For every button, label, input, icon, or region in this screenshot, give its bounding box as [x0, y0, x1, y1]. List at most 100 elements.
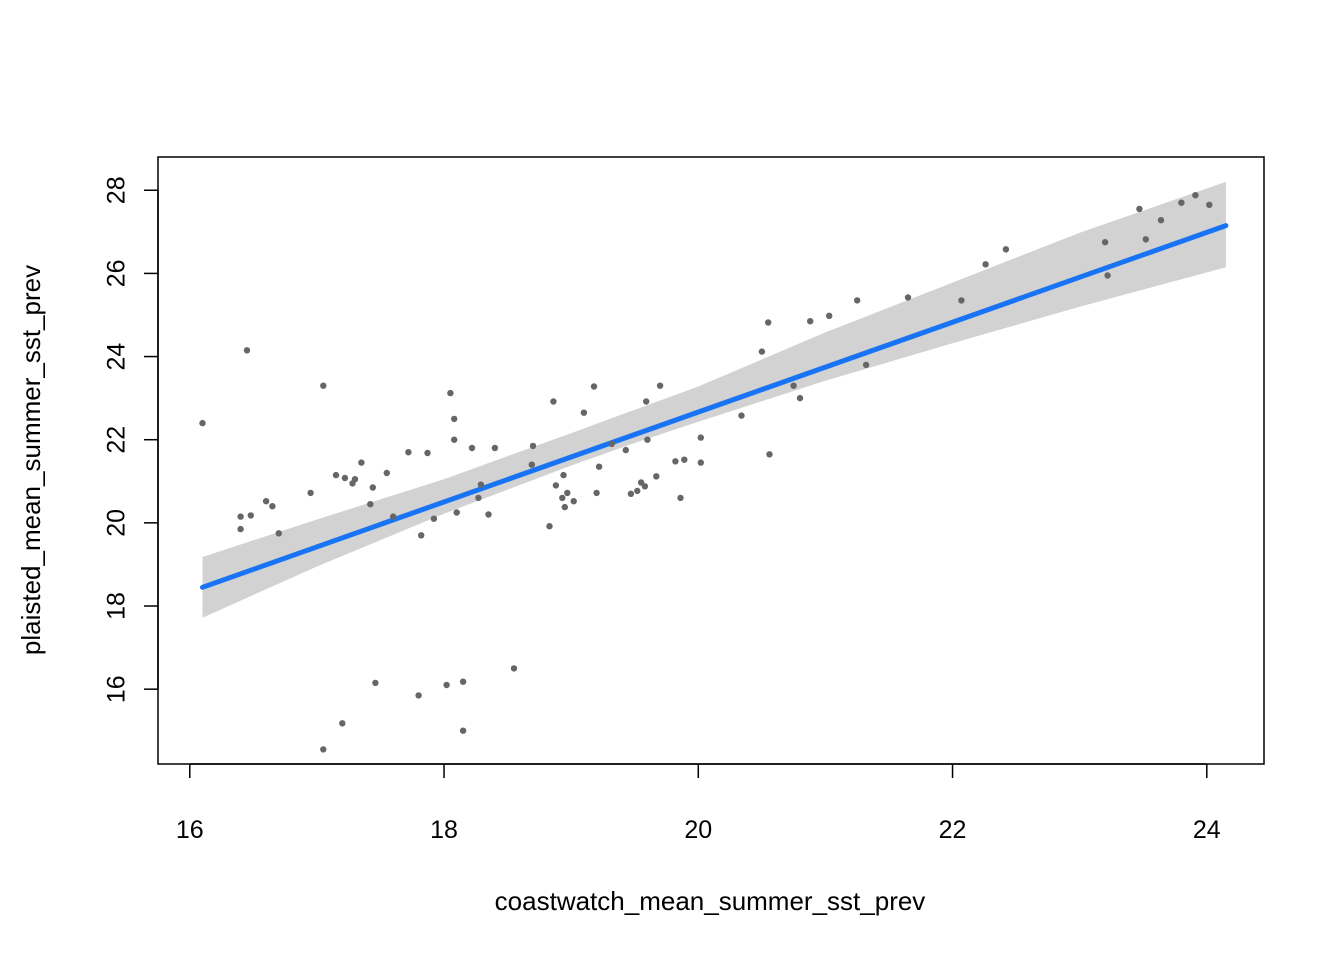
x-tick-label: 16 — [176, 816, 204, 844]
x-tick-label: 20 — [684, 816, 712, 844]
data-point — [369, 484, 376, 491]
data-point — [790, 382, 797, 389]
data-point — [758, 348, 766, 355]
data-point — [766, 451, 773, 458]
data-point — [1002, 246, 1010, 253]
data-point — [528, 461, 535, 468]
data-point — [451, 415, 458, 423]
data-point — [491, 444, 499, 452]
y-tick-label: 16 — [103, 675, 131, 703]
data-point — [595, 463, 603, 470]
data-point — [552, 482, 560, 489]
fit-line — [199, 223, 1229, 590]
data-point — [468, 444, 476, 452]
x-tick-label: 24 — [1193, 816, 1221, 844]
confidence-band-layer — [202, 181, 1226, 618]
data-point — [677, 494, 684, 502]
data-point — [341, 474, 349, 482]
data-point — [796, 394, 804, 402]
data-point — [854, 297, 861, 304]
data-point — [1136, 205, 1143, 213]
data-point — [443, 681, 450, 689]
data-point — [237, 513, 244, 520]
data-point — [590, 383, 598, 390]
data-point — [415, 692, 422, 699]
data-point — [430, 515, 438, 522]
fit-line-layer — [199, 223, 1229, 590]
data-point — [765, 319, 772, 326]
data-point — [510, 665, 518, 672]
data-point — [453, 509, 460, 516]
data-point — [332, 471, 340, 479]
data-point — [681, 456, 688, 463]
data-point — [550, 398, 557, 405]
y-tick-label: 20 — [103, 509, 131, 537]
y-tick-label: 26 — [103, 259, 131, 287]
data-point — [390, 513, 397, 520]
data-point — [485, 511, 492, 518]
y-axis-title: plaisted_mean_summer_sst_prev — [16, 265, 46, 655]
data-point — [627, 490, 635, 497]
data-point — [570, 498, 577, 505]
data-point — [262, 498, 270, 505]
data-point — [1157, 217, 1165, 224]
data-point — [243, 347, 251, 354]
data-point — [247, 512, 254, 519]
data-point — [269, 503, 276, 510]
data-point — [634, 487, 641, 495]
data-point — [561, 503, 568, 511]
x-axis: 16 18 20 22 24 — [176, 763, 1221, 844]
data-point — [982, 261, 989, 268]
data-point — [697, 459, 704, 466]
data-point — [1104, 272, 1111, 279]
data-point — [237, 525, 244, 533]
data-point — [644, 436, 651, 443]
confidence-band — [202, 181, 1226, 618]
data-point — [424, 449, 431, 457]
data-point — [367, 501, 374, 508]
data-point — [862, 361, 870, 369]
data-point — [320, 382, 327, 389]
data-point — [339, 720, 346, 727]
data-point — [383, 469, 390, 477]
data-point — [643, 398, 650, 405]
y-tick-label: 28 — [103, 176, 131, 204]
data-point — [1192, 192, 1199, 199]
data-point — [672, 458, 679, 465]
data-point — [351, 476, 359, 483]
data-point — [641, 483, 649, 490]
data-point — [475, 494, 482, 502]
data-point — [559, 494, 566, 502]
data-point — [447, 389, 454, 397]
data-point — [451, 436, 458, 443]
x-axis-title: coastwatch_mean_summer_sst_prev — [495, 886, 926, 916]
data-point — [372, 679, 379, 687]
data-point — [199, 419, 206, 427]
data-point — [560, 471, 567, 479]
data-point — [593, 489, 600, 497]
data-point — [529, 442, 537, 450]
data-point — [459, 678, 467, 685]
data-point — [622, 446, 629, 454]
data-point — [564, 489, 571, 497]
data-point — [807, 318, 814, 325]
x-tick-label: 22 — [939, 816, 967, 844]
data-point — [1178, 199, 1185, 206]
y-axis: 16 18 20 22 24 26 28 — [103, 176, 159, 703]
data-point — [320, 746, 327, 753]
data-point — [826, 312, 833, 319]
data-point — [738, 412, 745, 419]
data-point — [697, 434, 704, 441]
data-point — [653, 473, 660, 480]
data-point — [904, 294, 912, 301]
data-point — [1101, 239, 1109, 246]
data-point — [405, 449, 412, 456]
data-point — [307, 489, 314, 497]
x-tick-label: 18 — [430, 816, 458, 844]
y-tick-label: 24 — [103, 343, 131, 371]
data-point — [459, 727, 467, 734]
data-points-layer — [199, 192, 1213, 753]
data-point — [656, 382, 664, 389]
data-point — [580, 409, 588, 416]
